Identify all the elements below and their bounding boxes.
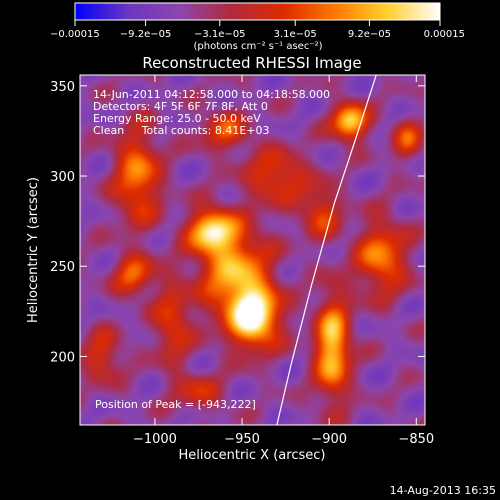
y-tick-label: 300 xyxy=(50,170,75,185)
info-line-energy: Energy Range: 25.0 - 50.0 keV xyxy=(93,112,261,125)
colorbar-unit-label: (photons cm⁻² s⁻¹ asec⁻²) xyxy=(193,41,322,52)
y-tick-label: 250 xyxy=(50,260,75,275)
x-axis-label: Heliocentric X (arcsec) xyxy=(179,448,326,463)
y-tick-label: 350 xyxy=(50,80,75,95)
colorbar-tick-label: 9.2e−05 xyxy=(348,29,391,40)
colorbar-tick-label: −9.2e−05 xyxy=(120,29,172,40)
x-axis-ticks: −1000 −950 −900 −850 xyxy=(133,75,434,447)
chart-title: Reconstructed RHESSI Image xyxy=(142,54,361,72)
colorbar-tick-label: −3.1e−05 xyxy=(194,29,246,40)
colorbar: −0.00015 −9.2e−05 −3.1e−05 3.1e−05 9.2e−05 0.… xyxy=(50,2,465,52)
info-line-detectors: Detectors: 4F 5F 6F 7F 8F, Att 0 xyxy=(93,100,268,113)
solar-limb-curve xyxy=(276,75,377,425)
info-line-clean: Clean Total counts: 8.41E+03 xyxy=(93,124,270,137)
colorbar-tick-label: −0.00015 xyxy=(50,29,100,40)
x-tick-label: −950 xyxy=(224,432,260,447)
info-line-time: 14-Jun-2011 04:12:58.000 to 04:18:58.000 xyxy=(93,88,330,101)
colorbar-gradient xyxy=(74,2,441,21)
plot-area: −1000 −950 −900 −850 200 250 300 350 xyxy=(50,74,434,447)
x-tick-label: −850 xyxy=(398,432,434,447)
plot-frame xyxy=(79,74,426,426)
x-tick-label: −900 xyxy=(311,432,347,447)
peak-position-label: Position of Peak = [-943,222] xyxy=(95,398,256,411)
info-block: 14-Jun-2011 04:12:58.000 to 04:18:58.000… xyxy=(93,88,330,137)
y-axis-label: Heliocentric Y (arcsec) xyxy=(26,177,41,323)
x-tick-label: −1000 xyxy=(133,432,177,447)
y-axis-ticks: 200 250 300 350 xyxy=(50,80,425,365)
colorbar-ticks: −0.00015 −9.2e−05 −3.1e−05 3.1e−05 9.2e−05 0.… xyxy=(50,20,465,40)
y-tick-label: 200 xyxy=(50,350,75,365)
heatmap-image xyxy=(80,75,425,425)
footer-date: 14-Aug-2013 16:35 xyxy=(390,484,496,497)
colorbar-tick-label: 0.00015 xyxy=(424,29,465,40)
colorbar-tick-label: 3.1e−05 xyxy=(274,29,317,40)
